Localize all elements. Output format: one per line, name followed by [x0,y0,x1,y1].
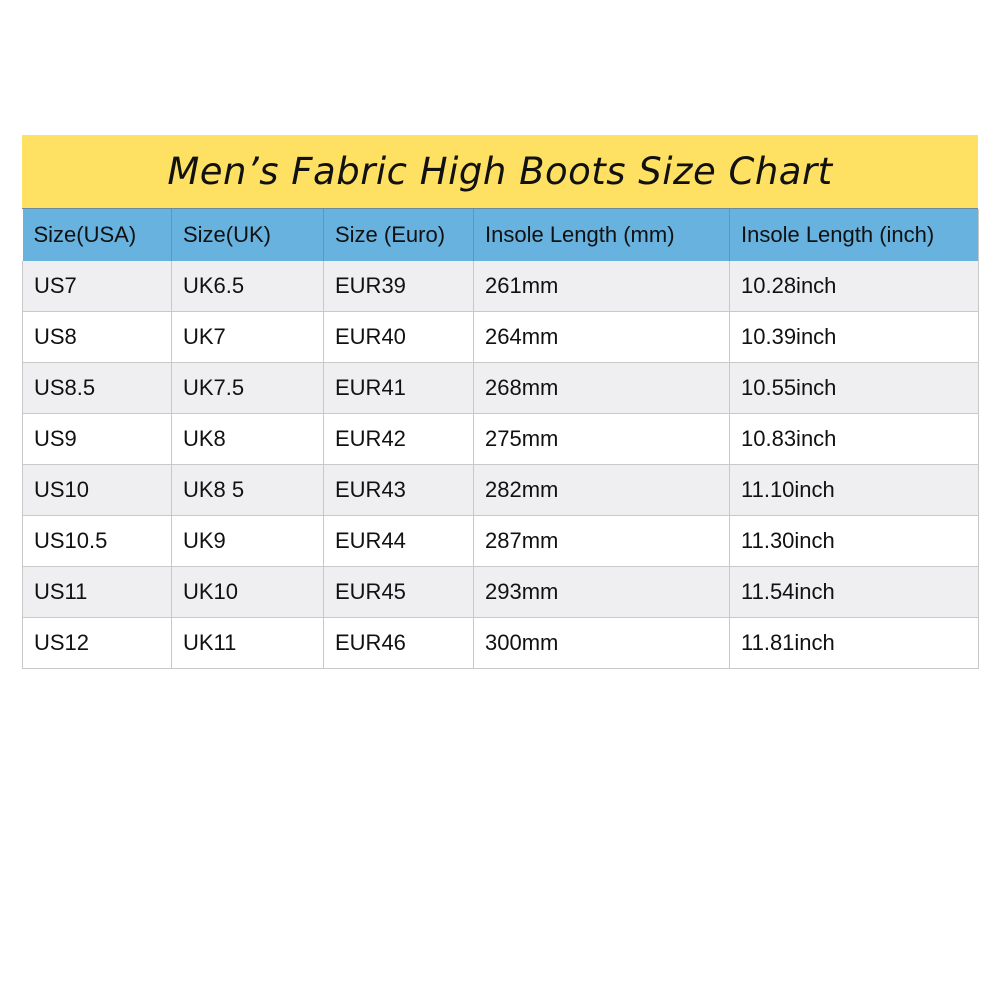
cell-size-uk: UK7.5 [171,362,324,414]
cell-size-usa: US11 [22,566,172,618]
cell-insole-mm: 268mm [473,362,730,414]
table-row: US7 UK6.5 EUR39 261mm 10.28inch [22,261,979,312]
header-size-euro: Size (Euro) [323,209,474,261]
cell-size-euro: EUR39 [323,261,474,312]
table-row: US8 UK7 EUR40 264mm 10.39inch [22,311,979,363]
header-size-uk: Size(UK) [171,209,324,261]
cell-insole-mm: 261mm [473,261,730,312]
cell-size-uk: UK7 [171,311,324,363]
chart-title: Men’s Fabric High Boots Size Chart [22,135,978,209]
cell-size-usa: US8 [22,311,172,363]
cell-insole-mm: 264mm [473,311,730,363]
size-chart: Men’s Fabric High Boots Size Chart Size(… [22,135,979,669]
cell-insole-mm: 287mm [473,515,730,567]
cell-size-uk: UK8 5 [171,464,324,516]
cell-size-usa: US9 [22,413,172,465]
cell-insole-inch: 10.83inch [729,413,979,465]
cell-size-euro: EUR41 [323,362,474,414]
cell-size-usa: US8.5 [22,362,172,414]
cell-size-euro: EUR42 [323,413,474,465]
table-row: US8.5 UK7.5 EUR41 268mm 10.55inch [22,362,979,414]
cell-insole-inch: 11.54inch [729,566,979,618]
cell-size-uk: UK9 [171,515,324,567]
cell-size-usa: US7 [22,261,172,312]
cell-size-euro: EUR40 [323,311,474,363]
cell-size-usa: US10.5 [22,515,172,567]
table-row: US10 UK8 5 EUR43 282mm 11.10inch [22,464,979,516]
cell-size-euro: EUR45 [323,566,474,618]
cell-size-euro: EUR44 [323,515,474,567]
cell-size-usa: US10 [22,464,172,516]
cell-insole-inch: 11.10inch [729,464,979,516]
cell-insole-inch: 10.55inch [729,362,979,414]
cell-insole-mm: 282mm [473,464,730,516]
cell-insole-mm: 293mm [473,566,730,618]
table-row: US11 UK10 EUR45 293mm 11.54inch [22,566,979,618]
cell-size-euro: EUR46 [323,617,474,669]
table-row: US10.5 UK9 EUR44 287mm 11.30inch [22,515,979,567]
cell-insole-mm: 275mm [473,413,730,465]
size-table: Size(USA) Size(UK) Size (Euro) Insole Le… [22,209,979,669]
header-row: Size(USA) Size(UK) Size (Euro) Insole Le… [22,209,979,261]
cell-insole-inch: 11.30inch [729,515,979,567]
header-insole-mm: Insole Length (mm) [473,209,730,261]
cell-size-uk: UK8 [171,413,324,465]
header-size-usa: Size(USA) [22,209,172,261]
cell-size-uk: UK10 [171,566,324,618]
table-row: US12 UK11 EUR46 300mm 11.81inch [22,617,979,669]
cell-size-usa: US12 [22,617,172,669]
table-row: US9 UK8 EUR42 275mm 10.83inch [22,413,979,465]
cell-size-euro: EUR43 [323,464,474,516]
cell-insole-inch: 10.28inch [729,261,979,312]
cell-size-uk: UK6.5 [171,261,324,312]
cell-size-uk: UK11 [171,617,324,669]
header-insole-inch: Insole Length (inch) [729,209,979,261]
cell-insole-inch: 10.39inch [729,311,979,363]
cell-insole-inch: 11.81inch [729,617,979,669]
cell-insole-mm: 300mm [473,617,730,669]
